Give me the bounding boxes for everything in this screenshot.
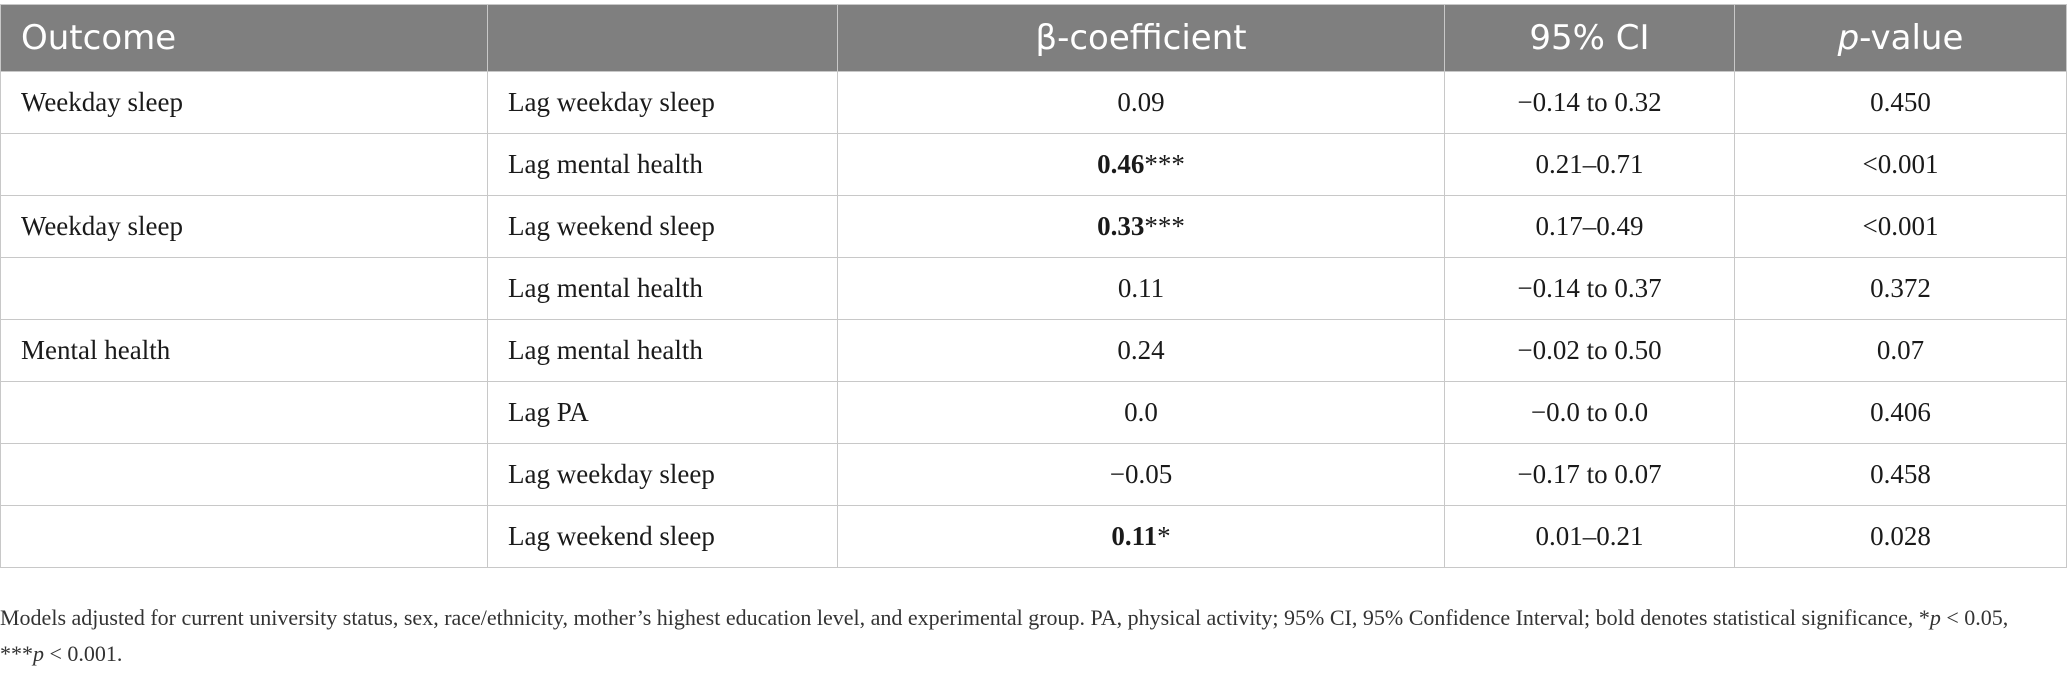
header-row: Outcome β-coefficient 95% CI p-value bbox=[0, 4, 2067, 72]
beta-value: 0.46 bbox=[1097, 149, 1145, 179]
cell-p: <0.001 bbox=[1734, 133, 2067, 196]
footnote-stars: *** bbox=[0, 641, 33, 666]
cell-beta: 0.09 bbox=[837, 71, 1445, 134]
p-italic: p bbox=[1837, 18, 1860, 58]
cell-predictor: Lag PA bbox=[487, 381, 838, 444]
cell-p: 0.372 bbox=[1734, 257, 2067, 320]
header-p: p-value bbox=[1734, 4, 2067, 72]
beta-value: 0.0 bbox=[1124, 397, 1158, 427]
cell-p: 0.406 bbox=[1734, 381, 2067, 444]
cell-beta: 0.33*** bbox=[837, 195, 1445, 258]
cell-outcome: Weekday sleep bbox=[0, 195, 488, 258]
table-footnote: Models adjusted for current university s… bbox=[0, 600, 2030, 672]
footnote-p: p bbox=[1929, 605, 1941, 630]
cell-predictor: Lag weekday sleep bbox=[487, 443, 838, 506]
beta-value: 0.24 bbox=[1117, 335, 1165, 365]
cell-beta: 0.0 bbox=[837, 381, 1445, 444]
header-predictor bbox=[487, 4, 838, 72]
table-row: Lag PA 0.0 −0.0 to 0.0 0.406 bbox=[0, 381, 2067, 444]
header-outcome: Outcome bbox=[0, 4, 488, 72]
cell-beta: 0.46*** bbox=[837, 133, 1445, 196]
cell-predictor: Lag weekday sleep bbox=[487, 71, 838, 134]
beta-value: 0.11 bbox=[1111, 521, 1158, 551]
cell-predictor: Lag weekend sleep bbox=[487, 505, 838, 568]
cell-p: 0.028 bbox=[1734, 505, 2067, 568]
cell-beta: 0.24 bbox=[837, 319, 1445, 382]
cell-outcome bbox=[0, 505, 488, 568]
beta-significance: *** bbox=[1144, 211, 1185, 241]
cell-ci: 0.21–0.71 bbox=[1444, 133, 1735, 196]
results-table: Outcome β-coefficient 95% CI p-value Wee… bbox=[0, 4, 2067, 568]
cell-ci: −0.0 to 0.0 bbox=[1444, 381, 1735, 444]
cell-outcome bbox=[0, 381, 488, 444]
cell-beta: 0.11* bbox=[837, 505, 1445, 568]
footnote-p: p bbox=[33, 641, 44, 666]
cell-ci: 0.01–0.21 bbox=[1444, 505, 1735, 568]
cell-predictor: Lag mental health bbox=[487, 257, 838, 320]
beta-value: −0.05 bbox=[1109, 459, 1173, 489]
beta-label: -coefficient bbox=[1057, 18, 1247, 58]
p-label: -value bbox=[1859, 18, 1964, 58]
cell-predictor: Lag mental health bbox=[487, 133, 838, 196]
cell-p: 0.458 bbox=[1734, 443, 2067, 506]
cell-beta: 0.11 bbox=[837, 257, 1445, 320]
table-row: Lag mental health 0.11 −0.14 to 0.37 0.3… bbox=[0, 257, 2067, 320]
cell-ci: 0.17–0.49 bbox=[1444, 195, 1735, 258]
cell-ci: −0.14 to 0.37 bbox=[1444, 257, 1735, 320]
table-row: Mental health Lag mental health 0.24 −0.… bbox=[0, 319, 2067, 382]
cell-outcome bbox=[0, 133, 488, 196]
footnote-threshold: < 0.05, bbox=[1940, 605, 2009, 630]
cell-predictor: Lag mental health bbox=[487, 319, 838, 382]
cell-outcome bbox=[0, 257, 488, 320]
cell-ci: −0.02 to 0.50 bbox=[1444, 319, 1735, 382]
cell-outcome: Weekday sleep bbox=[0, 71, 488, 134]
cell-ci: −0.14 to 0.32 bbox=[1444, 71, 1735, 134]
table-row: Lag weekday sleep −0.05 −0.17 to 0.07 0.… bbox=[0, 443, 2067, 506]
cell-p: 0.07 bbox=[1734, 319, 2067, 382]
cell-beta: −0.05 bbox=[837, 443, 1445, 506]
footnote-threshold: < 0.001. bbox=[44, 641, 123, 666]
beta-value: 0.11 bbox=[1117, 273, 1165, 303]
cell-ci: −0.17 to 0.07 bbox=[1444, 443, 1735, 506]
beta-symbol: β bbox=[1035, 18, 1058, 58]
table-row: Weekday sleep Lag weekday sleep 0.09 −0.… bbox=[0, 71, 2067, 134]
header-beta: β-coefficient bbox=[837, 4, 1445, 72]
header-ci: 95% CI bbox=[1444, 4, 1735, 72]
table-row: Lag mental health 0.46*** 0.21–0.71 <0.0… bbox=[0, 133, 2067, 196]
cell-predictor: Lag weekend sleep bbox=[487, 195, 838, 258]
beta-significance: * bbox=[1157, 521, 1171, 551]
table-row: Weekday sleep Lag weekend sleep 0.33*** … bbox=[0, 195, 2067, 258]
cell-outcome bbox=[0, 443, 488, 506]
cell-outcome: Mental health bbox=[0, 319, 488, 382]
footnote-text: Models adjusted for current university s… bbox=[0, 605, 1919, 630]
table-row: Lag weekend sleep 0.11* 0.01–0.21 0.028 bbox=[0, 505, 2067, 568]
beta-value: 0.33 bbox=[1097, 211, 1145, 241]
footnote-star: * bbox=[1918, 605, 1930, 630]
cell-p: 0.450 bbox=[1734, 71, 2067, 134]
beta-significance: *** bbox=[1144, 149, 1185, 179]
beta-value: 0.09 bbox=[1117, 87, 1165, 117]
cell-p: <0.001 bbox=[1734, 195, 2067, 258]
table-wrapper: Outcome β-coefficient 95% CI p-value Wee… bbox=[0, 4, 2067, 568]
